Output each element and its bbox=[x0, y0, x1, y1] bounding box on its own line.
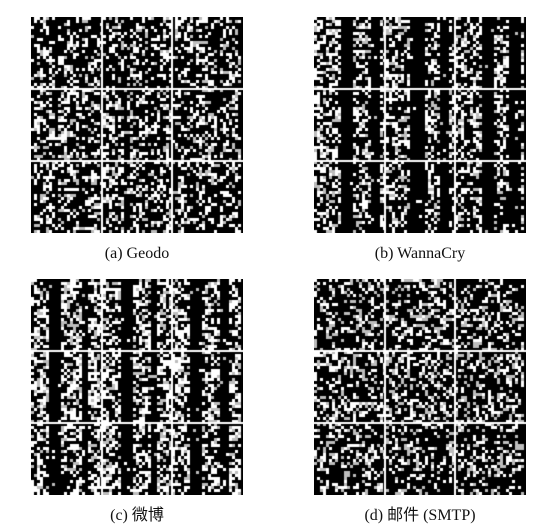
panel-caption: (a) Geodo bbox=[104, 245, 170, 262]
traffic-image-canvas bbox=[31, 279, 243, 495]
traffic-image-canvas bbox=[314, 279, 526, 495]
traffic-image-wannacry bbox=[314, 17, 526, 233]
traffic-image-canvas bbox=[314, 17, 526, 233]
traffic-image-weibo bbox=[31, 279, 243, 495]
traffic-image-canvas bbox=[31, 17, 243, 233]
panel-caption: (d) 邮件 (SMTP) bbox=[364, 507, 476, 524]
panel-caption: (c) 微博 bbox=[110, 507, 164, 524]
traffic-image-geodo bbox=[31, 17, 243, 233]
panel-caption: (b) WannaCry bbox=[374, 245, 466, 262]
traffic-image-smtp bbox=[314, 279, 526, 495]
